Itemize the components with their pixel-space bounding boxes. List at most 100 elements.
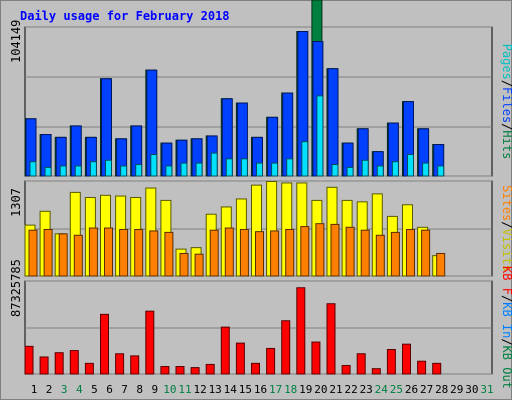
bar-sites-day-15	[239, 228, 249, 277]
x-tick-label-27: 27	[420, 383, 433, 396]
bar-sites-day-25	[390, 231, 400, 277]
x-tick-label-24: 24	[375, 383, 389, 396]
bar-pages-day-26	[407, 154, 414, 177]
bar-pages-day-7	[120, 165, 128, 177]
bar-pages-day-19	[301, 141, 309, 177]
bar-pages-day-15	[240, 158, 248, 177]
bar-sites-day-10	[164, 231, 174, 277]
bar-kb-f-day-6	[100, 313, 109, 375]
x-tick-label-30: 30	[465, 383, 478, 396]
legend-entry-1-0: Pages	[500, 44, 512, 80]
x-tick-label-11: 11	[178, 383, 191, 396]
bar-pages-day-18	[286, 158, 294, 177]
x-tick-label-29: 29	[450, 383, 463, 396]
bar-pages-day-27	[422, 162, 430, 177]
x-tick-label-14: 14	[224, 383, 238, 396]
bar-sites-day-23	[360, 229, 370, 277]
legend-entry-1-3: /	[500, 123, 512, 130]
bar-sites-day-1	[28, 229, 38, 277]
x-tick-label-13: 13	[209, 383, 222, 396]
bar-sites-day-4	[73, 234, 83, 277]
bar-kb-f-day-24	[371, 368, 381, 375]
bar-sites-day-19	[300, 226, 310, 277]
x-tick-label-20: 20	[314, 383, 327, 396]
bar-pages-day-10	[165, 165, 173, 177]
bar-kb-f-day-16	[251, 362, 260, 375]
bar-pages-day-21	[331, 164, 339, 177]
x-tick-label-21: 21	[329, 383, 342, 396]
bar-pages-day-14	[225, 158, 233, 177]
x-tick-label-12: 12	[193, 383, 206, 396]
legend-entry-2-2: Visits	[500, 229, 512, 272]
bar-pages-day-25	[391, 161, 399, 177]
x-tick-label-18: 18	[284, 383, 297, 396]
bar-sites-day-9	[149, 230, 159, 277]
legend-entry-2-1: /	[500, 221, 512, 228]
bar-kb-f-day-22	[341, 364, 351, 375]
bar-kb-f-day-26	[402, 343, 411, 375]
bar-sites-day-5	[88, 227, 98, 277]
bar-pages-day-23	[361, 159, 369, 177]
bar-kb-f-day-18	[281, 320, 291, 375]
bar-kb-f-day-12	[190, 367, 200, 375]
bar-sites-day-16	[255, 231, 264, 277]
bar-pages-day-20	[316, 95, 324, 177]
bar-kb-f-day-1	[24, 345, 34, 375]
bar-kb-f-day-28	[432, 362, 442, 375]
bar-kb-f-day-25	[386, 349, 396, 375]
bar-sites-day-11	[179, 252, 189, 277]
bar-pages-day-6	[105, 159, 112, 177]
bar-pages-day-8	[135, 164, 143, 177]
bar-kb-f-day-14	[220, 326, 230, 375]
bar-pages-day-5	[89, 161, 97, 177]
legend-entry-3-0: KB F	[500, 266, 512, 295]
bar-sites-day-17	[270, 230, 280, 277]
bar-kb-f-day-2	[39, 356, 49, 375]
bar-sites-day-27	[421, 229, 431, 277]
bar-kb-f-day-10	[160, 366, 170, 375]
bar-sites-day-6	[104, 227, 113, 277]
legend-entry-2-0: Sites	[500, 185, 512, 221]
bar-kb-f-day-4	[69, 350, 79, 375]
bar-pages-day-9	[150, 154, 158, 177]
x-tick-label-6: 6	[106, 383, 113, 396]
bar-kb-f-day-21	[326, 303, 336, 375]
bar-kb-f-day-23	[356, 353, 366, 375]
bar-kb-f-day-15	[235, 342, 245, 375]
bar-sites-day-8	[134, 228, 144, 277]
y-max-label-1: 104149	[9, 20, 23, 63]
bar-pages-day-11	[180, 162, 188, 177]
bar-pages-day-13	[210, 152, 218, 177]
legend-3: KB F/KB In/KB Out	[500, 266, 512, 389]
chart-title: Daily usage for February 2018	[20, 9, 230, 23]
x-tick-label-17: 17	[269, 383, 282, 396]
legend-entry-3-1: /	[500, 295, 512, 302]
x-tick-label-2: 2	[46, 383, 53, 396]
bar-pages-day-16	[256, 162, 263, 177]
bar-pages-day-12	[195, 162, 203, 177]
legend-entry-1-4: Hits	[500, 130, 512, 159]
bar-kb-f-day-17	[266, 347, 276, 375]
bar-pages-day-22	[346, 166, 354, 177]
bar-pages-day-24	[376, 165, 384, 177]
x-tick-label-7: 7	[121, 383, 128, 396]
x-tick-label-1: 1	[31, 383, 38, 396]
bar-kb-f-day-19	[296, 287, 306, 375]
legend-2: Sites/Visits	[500, 185, 512, 272]
bar-sites-day-14	[224, 227, 234, 277]
bar-pages-day-1	[29, 161, 37, 177]
x-tick-label-26: 26	[405, 383, 418, 396]
y-max-label-2: 1307	[9, 188, 23, 217]
bar-sites-day-2	[43, 228, 53, 277]
bar-sites-day-21	[330, 223, 340, 277]
bar-pages-day-17	[271, 162, 279, 177]
legend-entry-1-2: Files	[500, 87, 512, 123]
x-tick-label-19: 19	[299, 383, 312, 396]
x-tick-label-10: 10	[163, 383, 176, 396]
x-tick-label-16: 16	[254, 383, 267, 396]
legend-entry-1-1: /	[500, 80, 512, 87]
bar-pages-day-3	[59, 165, 67, 177]
bar-sites-day-20	[315, 223, 325, 277]
bar-pages-day-28	[437, 165, 445, 177]
